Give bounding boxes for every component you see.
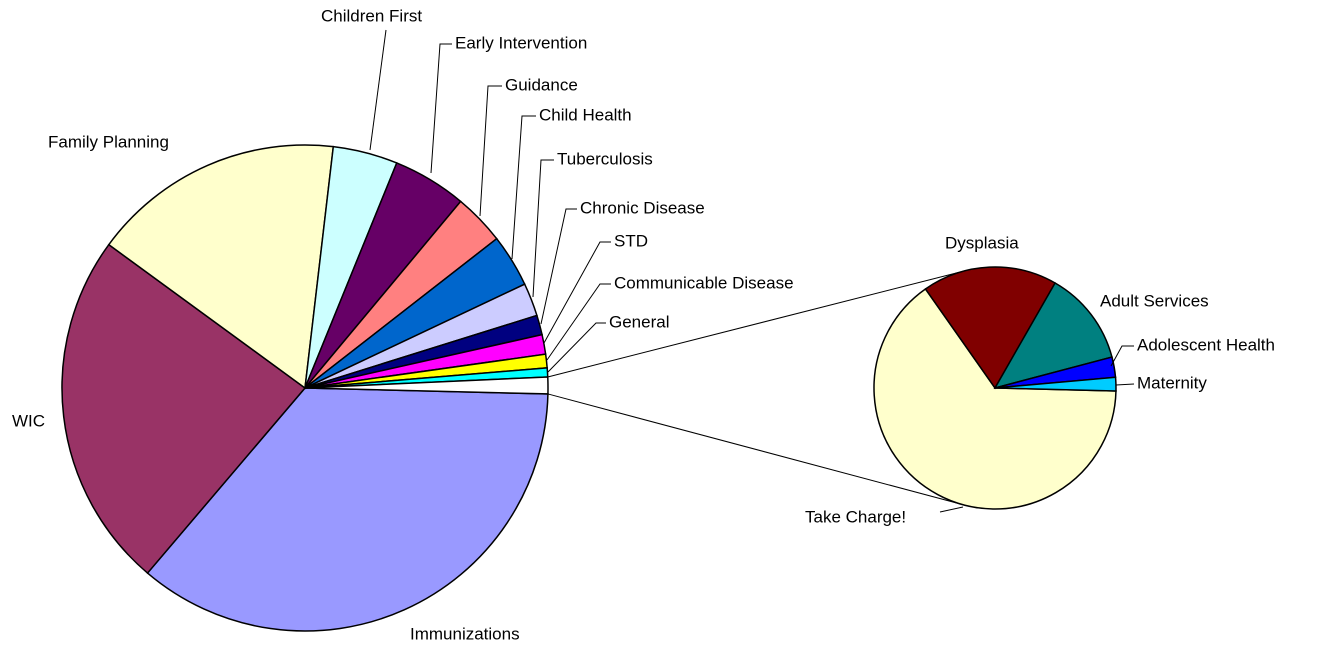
pie-slice xyxy=(146,387,549,632)
slice-label: Take Charge! xyxy=(805,507,906,526)
leader-line xyxy=(1115,383,1135,386)
slice-label: Maternity xyxy=(1137,373,1207,392)
slice-label: Child Health xyxy=(539,105,632,124)
leader-line xyxy=(479,85,502,217)
leader-line xyxy=(547,322,606,373)
slice-label: Chronic Disease xyxy=(580,198,705,217)
pie-slice xyxy=(107,144,335,390)
connector-line xyxy=(547,393,964,506)
slice-label: Adolescent Health xyxy=(1137,335,1275,354)
slice-label: STD xyxy=(614,231,648,250)
leader-line xyxy=(546,283,611,361)
pie-slice xyxy=(61,243,307,575)
slice-label: Tuberculosis xyxy=(557,149,653,168)
slice-label: WIC xyxy=(12,411,45,430)
pie-slice xyxy=(994,376,1117,392)
connector-line xyxy=(547,270,964,378)
other-slice xyxy=(304,376,549,395)
slice-label: Immunizations xyxy=(410,624,520,643)
pie-slice xyxy=(873,287,1117,510)
slice-label: Early Intervention xyxy=(455,33,587,52)
slice-label: Family Planning xyxy=(48,132,169,151)
pie-slice xyxy=(924,266,1057,390)
leader-line xyxy=(369,29,387,151)
leader-line xyxy=(430,43,452,174)
leader-line xyxy=(543,241,611,344)
slice-label: Children First xyxy=(321,6,422,25)
leader-line xyxy=(511,115,536,260)
slice-label: Guidance xyxy=(505,75,578,94)
slice-label: General xyxy=(609,312,669,331)
leader-line xyxy=(540,208,577,325)
slice-label: Dysplasia xyxy=(945,233,1019,252)
leader-line xyxy=(939,506,964,513)
slice-label: Adult Services xyxy=(1100,291,1209,310)
slice-label: Communicable Disease xyxy=(614,273,794,292)
pie-slice xyxy=(993,281,1113,390)
leader-line xyxy=(1110,345,1134,367)
leader-line xyxy=(532,159,554,298)
